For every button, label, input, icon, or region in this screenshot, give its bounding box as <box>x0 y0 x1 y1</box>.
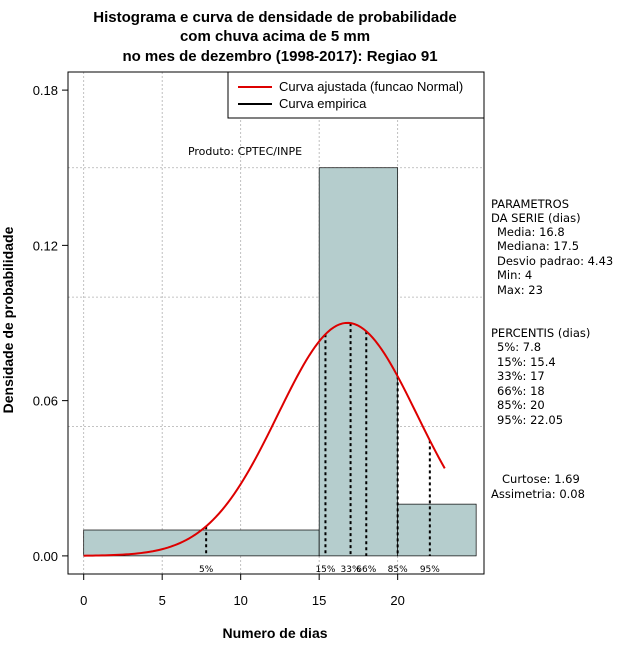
chart-title-line-3: no mes de dezembro (1998-2017): Regiao 9… <box>122 48 437 65</box>
curtose-value: Curtose: 1.69 <box>502 472 580 486</box>
histogram-bar-2 <box>397 503 477 557</box>
normal-curve <box>83 321 446 557</box>
y-tick-label-1: 0.06 <box>33 394 58 409</box>
product-annotation: Produto: CPTEC/INPE <box>188 145 302 158</box>
param-desvio: Desvio padrao: 4.43 <box>497 254 613 268</box>
percentile-lines: 5% 15% 33%66% 85% 95% <box>199 323 440 575</box>
x-tick-label-3: 15 <box>312 593 326 608</box>
histogram-bar-1 <box>318 167 399 557</box>
percentile-label-2: 33% <box>341 565 361 575</box>
y-tick-label-2: 0.12 <box>33 238 58 253</box>
param-mediana: Mediana: 17.5 <box>497 239 579 253</box>
params-title-line-2: DA SERIE (dias) <box>491 211 581 225</box>
legend-label-empirical: Curva empirica <box>279 96 367 111</box>
side-panel: PARAMETROS DA SERIE (dias) Media: 16.8 M… <box>491 197 613 501</box>
percentile-label-5: 95% <box>420 565 440 575</box>
y-tick-label-0: 0.00 <box>33 549 58 564</box>
x-tick-label-2: 10 <box>233 593 247 608</box>
params-title-line-1: PARAMETROS <box>491 197 569 211</box>
percentile-label-0: 5% <box>199 565 214 575</box>
legend: Curva ajustada (funcao Normal) Curva emp… <box>227 71 485 119</box>
param-max: Max: 23 <box>497 283 543 297</box>
chart-title-line-1: Histograma e curva de densidade de proba… <box>93 9 456 26</box>
legend-label-fitted: Curva ajustada (funcao Normal) <box>279 79 463 94</box>
percentil-85: 85%: 20 <box>497 398 545 412</box>
y-tick-label-3: 0.18 <box>33 83 58 98</box>
histogram-bar-0 <box>83 529 320 557</box>
x-tick-label-1: 5 <box>159 593 166 608</box>
percentil-33: 33%: 17 <box>497 369 545 383</box>
normal-curve-layer <box>83 321 446 557</box>
histogram-bars <box>83 167 477 557</box>
legend-box <box>227 71 485 119</box>
x-axis-label: Numero de dias <box>222 625 327 641</box>
assimetria-value: Assimetria: 0.08 <box>491 487 585 501</box>
percentil-5: 5%: 7.8 <box>497 340 541 354</box>
axes: 0 5 10 15 20 0.00 0.06 0.12 0.18 <box>33 71 485 608</box>
percentis-title: PERCENTIS (dias) <box>491 326 590 340</box>
chart-title-line-2: com chuva acima de 5 mm <box>180 28 370 45</box>
y-axis-label: Densidade de probabilidade <box>0 226 16 413</box>
percentil-66: 66%: 18 <box>497 384 545 398</box>
grid-lines <box>68 72 484 574</box>
percentil-15: 15%: 15.4 <box>497 355 556 369</box>
x-tick-label-0: 0 <box>80 593 87 608</box>
x-tick-label-4: 20 <box>390 593 404 608</box>
percentile-label-4: 85% <box>388 565 408 575</box>
percentil-95: 95%: 22.05 <box>497 413 563 427</box>
param-min: Min: 4 <box>497 268 532 282</box>
param-media: Media: 16.8 <box>497 225 565 239</box>
percentile-label-1: 15% <box>315 565 335 575</box>
percentile-label-3: 66% <box>356 565 376 575</box>
